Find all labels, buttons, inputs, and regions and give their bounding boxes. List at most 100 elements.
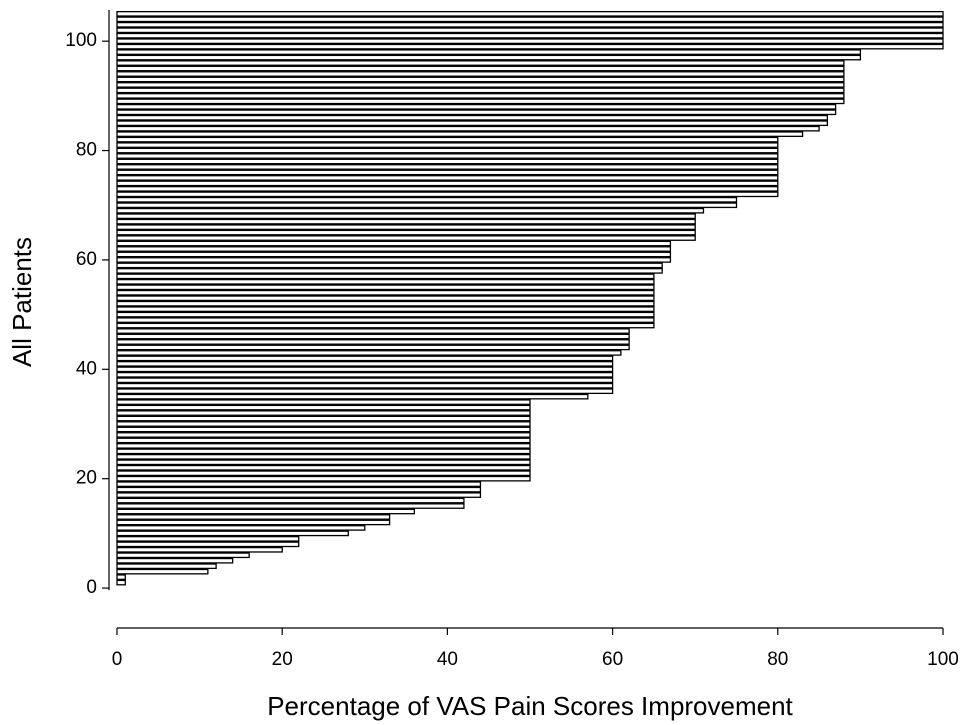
bar: [116, 229, 696, 236]
bar: [116, 443, 531, 449]
bar: [116, 333, 630, 340]
x-tick-label: 20: [272, 649, 293, 670]
bar: [116, 164, 779, 170]
bar: [116, 459, 531, 466]
bar: [116, 218, 696, 225]
x-tick-label: 80: [767, 649, 788, 670]
y-tick-label: 80: [76, 140, 97, 161]
bar: [116, 492, 482, 498]
bar: [116, 568, 209, 575]
bar: [116, 371, 614, 378]
bar: [116, 404, 531, 411]
bar: [116, 366, 614, 373]
bar: [116, 60, 845, 66]
x-tick-label: 40: [437, 649, 458, 670]
bar: [116, 350, 622, 356]
bar: [116, 284, 655, 291]
bar: [116, 278, 655, 285]
bar: [116, 71, 845, 77]
bar: [116, 470, 531, 477]
bar: [116, 196, 738, 203]
bar: [116, 306, 655, 312]
bar: [116, 213, 696, 220]
bar: [116, 185, 779, 192]
bar: [116, 175, 779, 181]
bar: [116, 426, 531, 433]
bar: [116, 32, 944, 39]
bar: [116, 54, 862, 61]
bar: [116, 399, 531, 405]
bar: [116, 246, 672, 252]
bar: [116, 289, 655, 296]
bar: [116, 180, 779, 187]
bar: [116, 475, 531, 482]
bar: [116, 93, 845, 99]
bar: [116, 546, 283, 553]
y-axis-label: All Patients: [7, 237, 37, 367]
bar: [116, 202, 738, 209]
bar: [116, 43, 944, 50]
bar: [116, 322, 655, 329]
x-tick-label: 0: [112, 649, 123, 670]
bar: [116, 536, 300, 542]
bar: [116, 65, 845, 72]
bar: [116, 103, 837, 110]
bar: [116, 563, 217, 570]
bar: [116, 421, 531, 427]
bar: [116, 377, 614, 384]
bar: [116, 295, 655, 302]
bar: [116, 508, 416, 515]
bar: [116, 557, 234, 564]
bar: [116, 158, 779, 165]
bar: [116, 453, 531, 460]
bar: [116, 552, 250, 559]
bar: [116, 481, 482, 488]
bar: [116, 207, 705, 214]
bar: [116, 114, 829, 121]
bar: [116, 300, 655, 307]
bar: [116, 388, 614, 395]
bar: [116, 437, 531, 444]
x-tick-label: 100: [927, 649, 959, 670]
bar: [116, 21, 944, 28]
bar: [116, 98, 845, 105]
bar: [116, 251, 672, 258]
bar: [116, 355, 614, 362]
bar: [116, 109, 837, 116]
bar: [116, 530, 349, 537]
bar: [116, 131, 804, 137]
bar: [116, 448, 531, 455]
y-tick-label: 20: [76, 468, 97, 489]
x-axis-label: Percentage of VAS Pain Scores Improvemen…: [267, 691, 793, 721]
bar: [116, 257, 672, 263]
bar: [116, 262, 663, 269]
bar: [116, 153, 779, 159]
bar: [116, 76, 845, 83]
bar: [116, 120, 829, 127]
bar: [116, 235, 696, 241]
bar: [116, 514, 391, 520]
bar: [116, 224, 696, 230]
bar: [116, 38, 944, 45]
bar: [116, 317, 655, 323]
bar: [116, 125, 820, 132]
bar: [116, 415, 531, 422]
bar: [116, 497, 465, 504]
y-tick-label: 100: [65, 30, 97, 51]
y-tick-label: 60: [76, 249, 97, 270]
bar: [116, 339, 630, 345]
x-tick-label: 60: [602, 649, 623, 670]
bar: [116, 344, 630, 351]
y-tick-label: 40: [76, 358, 97, 379]
bar: [116, 579, 126, 586]
bar: [116, 432, 531, 438]
bar: [116, 410, 531, 416]
bar: [116, 87, 845, 94]
bar: [116, 142, 779, 148]
bar: [116, 273, 655, 280]
bar: [116, 361, 614, 367]
bar: [116, 136, 779, 143]
bar: [116, 82, 845, 88]
bar: [116, 169, 779, 176]
